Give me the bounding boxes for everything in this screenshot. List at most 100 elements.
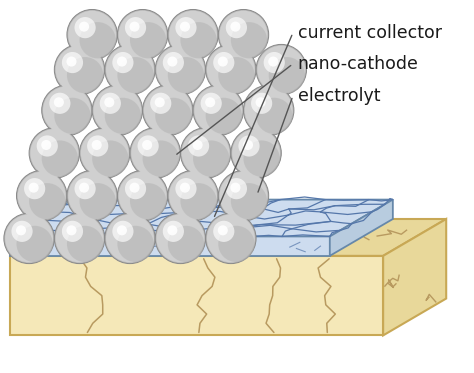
Circle shape xyxy=(257,46,305,94)
Circle shape xyxy=(156,46,204,94)
Circle shape xyxy=(55,44,105,95)
Circle shape xyxy=(169,172,217,220)
Circle shape xyxy=(118,172,166,220)
Circle shape xyxy=(218,9,269,60)
Circle shape xyxy=(118,9,168,60)
Circle shape xyxy=(243,140,253,150)
Circle shape xyxy=(155,98,191,134)
Circle shape xyxy=(256,44,307,95)
Circle shape xyxy=(144,87,192,134)
Circle shape xyxy=(181,183,217,219)
Circle shape xyxy=(226,17,247,38)
Circle shape xyxy=(143,140,179,177)
Circle shape xyxy=(118,57,154,93)
Circle shape xyxy=(105,213,155,264)
Circle shape xyxy=(168,170,218,221)
Circle shape xyxy=(67,57,103,93)
Circle shape xyxy=(219,172,267,220)
Circle shape xyxy=(17,170,67,221)
Circle shape xyxy=(163,52,184,73)
Circle shape xyxy=(175,17,197,38)
Circle shape xyxy=(118,226,154,262)
Circle shape xyxy=(232,129,280,177)
Circle shape xyxy=(238,135,260,157)
Circle shape xyxy=(5,214,53,262)
Circle shape xyxy=(137,135,159,157)
Circle shape xyxy=(168,226,204,262)
Circle shape xyxy=(29,183,65,219)
Circle shape xyxy=(106,46,154,94)
Circle shape xyxy=(62,221,83,242)
Circle shape xyxy=(67,170,118,221)
Circle shape xyxy=(188,135,209,157)
Circle shape xyxy=(251,93,272,114)
Circle shape xyxy=(130,128,181,178)
Circle shape xyxy=(129,183,139,193)
Circle shape xyxy=(181,128,231,178)
Circle shape xyxy=(74,178,96,199)
Circle shape xyxy=(104,97,114,107)
Text: nano-cathode: nano-cathode xyxy=(298,55,419,73)
Circle shape xyxy=(205,97,215,107)
Circle shape xyxy=(17,226,53,262)
Circle shape xyxy=(169,11,217,59)
Circle shape xyxy=(155,213,206,264)
Circle shape xyxy=(87,135,108,157)
Circle shape xyxy=(91,140,102,150)
Circle shape xyxy=(112,221,134,242)
Circle shape xyxy=(105,44,155,95)
Circle shape xyxy=(182,129,229,177)
Circle shape xyxy=(167,56,177,67)
Circle shape xyxy=(230,183,240,193)
Circle shape xyxy=(150,93,171,114)
Circle shape xyxy=(55,98,91,134)
Circle shape xyxy=(181,22,217,59)
Circle shape xyxy=(93,87,141,134)
Circle shape xyxy=(67,226,103,262)
Circle shape xyxy=(218,56,228,67)
Circle shape xyxy=(130,183,166,219)
Circle shape xyxy=(68,11,116,59)
Circle shape xyxy=(218,170,269,221)
Circle shape xyxy=(180,183,190,193)
Circle shape xyxy=(42,85,92,135)
Circle shape xyxy=(81,129,129,177)
Circle shape xyxy=(219,11,267,59)
Polygon shape xyxy=(9,256,383,335)
Circle shape xyxy=(206,213,256,264)
Circle shape xyxy=(80,183,116,219)
Circle shape xyxy=(168,9,218,60)
Circle shape xyxy=(167,225,177,235)
Circle shape xyxy=(213,52,234,73)
Circle shape xyxy=(231,128,281,178)
Circle shape xyxy=(24,178,45,199)
Circle shape xyxy=(130,22,166,59)
Circle shape xyxy=(118,170,168,221)
Circle shape xyxy=(18,172,66,220)
Circle shape xyxy=(66,225,76,235)
Circle shape xyxy=(194,87,242,134)
Circle shape xyxy=(207,46,255,94)
Circle shape xyxy=(79,183,89,193)
Polygon shape xyxy=(330,200,393,256)
Circle shape xyxy=(168,57,204,93)
Circle shape xyxy=(118,11,166,59)
Circle shape xyxy=(112,52,134,73)
Circle shape xyxy=(231,22,267,59)
Circle shape xyxy=(142,140,152,150)
Circle shape xyxy=(117,56,127,67)
Circle shape xyxy=(201,93,222,114)
Circle shape xyxy=(193,140,229,177)
Circle shape xyxy=(92,85,143,135)
Circle shape xyxy=(92,140,128,177)
Circle shape xyxy=(125,17,146,38)
Circle shape xyxy=(80,128,130,178)
Circle shape xyxy=(193,85,244,135)
Circle shape xyxy=(55,213,105,264)
Circle shape xyxy=(163,221,184,242)
Circle shape xyxy=(29,128,80,178)
Polygon shape xyxy=(9,200,393,236)
Circle shape xyxy=(66,56,76,67)
Circle shape xyxy=(30,129,78,177)
Circle shape xyxy=(125,178,146,199)
